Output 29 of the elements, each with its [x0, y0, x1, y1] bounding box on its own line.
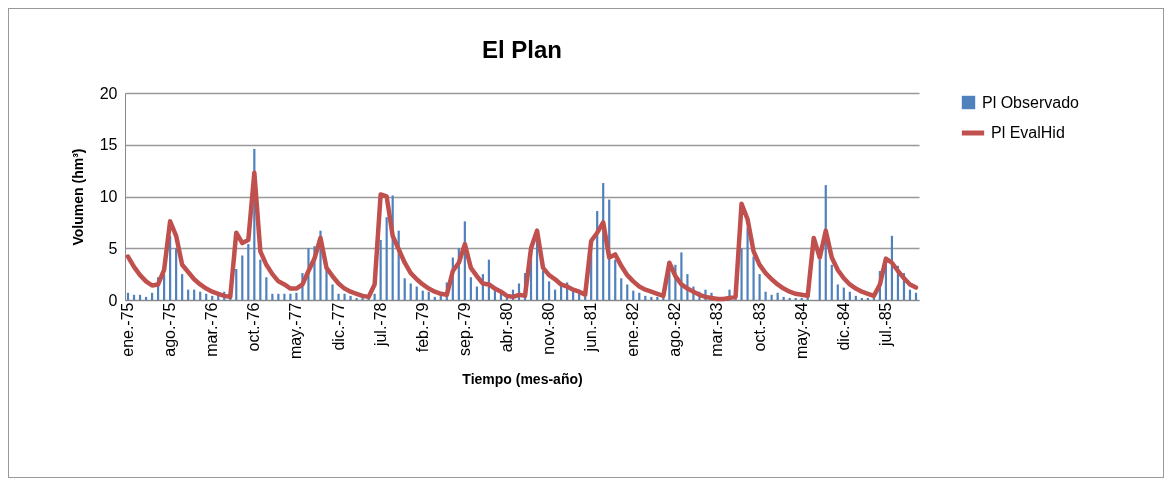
- x-tick-label: feb.-79: [413, 302, 431, 353]
- x-tick-label: ene.-75: [119, 302, 137, 357]
- x-tick-label: jul.-78: [371, 302, 389, 348]
- x-tick-label: oct.-83: [750, 302, 768, 352]
- x-tick-label: jul.-85: [876, 302, 894, 348]
- y-tick-label: 20: [99, 84, 118, 102]
- x-tick-label: mar.-83: [708, 302, 726, 357]
- x-tick-label: nov.-80: [540, 302, 558, 355]
- x-tick-label: ago.-75: [161, 302, 179, 357]
- x-tick-label: oct.-76: [245, 302, 263, 352]
- x-tick-label: dic.-84: [834, 302, 852, 351]
- y-tick-label: 5: [108, 239, 118, 257]
- x-tick-label: ene.-82: [624, 302, 642, 357]
- y-tick-label: 10: [99, 188, 118, 205]
- x-tick-label: may.-84: [792, 302, 810, 360]
- x-tick-label: ago.-82: [666, 302, 684, 357]
- legend-label: Pl EvalHid: [991, 124, 1065, 141]
- legend-label: Pl Observado: [982, 93, 1080, 111]
- x-tick-label: abr.-80: [497, 302, 515, 353]
- y-tick-label: 0: [108, 291, 118, 309]
- chart-title: El Plan: [481, 36, 563, 63]
- y-axis-title: Volumen (hm³): [69, 148, 86, 246]
- x-tick-label: sep.-79: [455, 302, 473, 356]
- x-tick-label: dic.-77: [329, 302, 347, 351]
- x-tick-label: jun.-81: [582, 302, 600, 353]
- x-tick-label: may.-77: [287, 302, 305, 360]
- y-tick-label: 15: [99, 136, 118, 154]
- x-axis-title: Tiempo (mes-año): [462, 371, 583, 388]
- x-tick-label: mar.-76: [203, 302, 221, 357]
